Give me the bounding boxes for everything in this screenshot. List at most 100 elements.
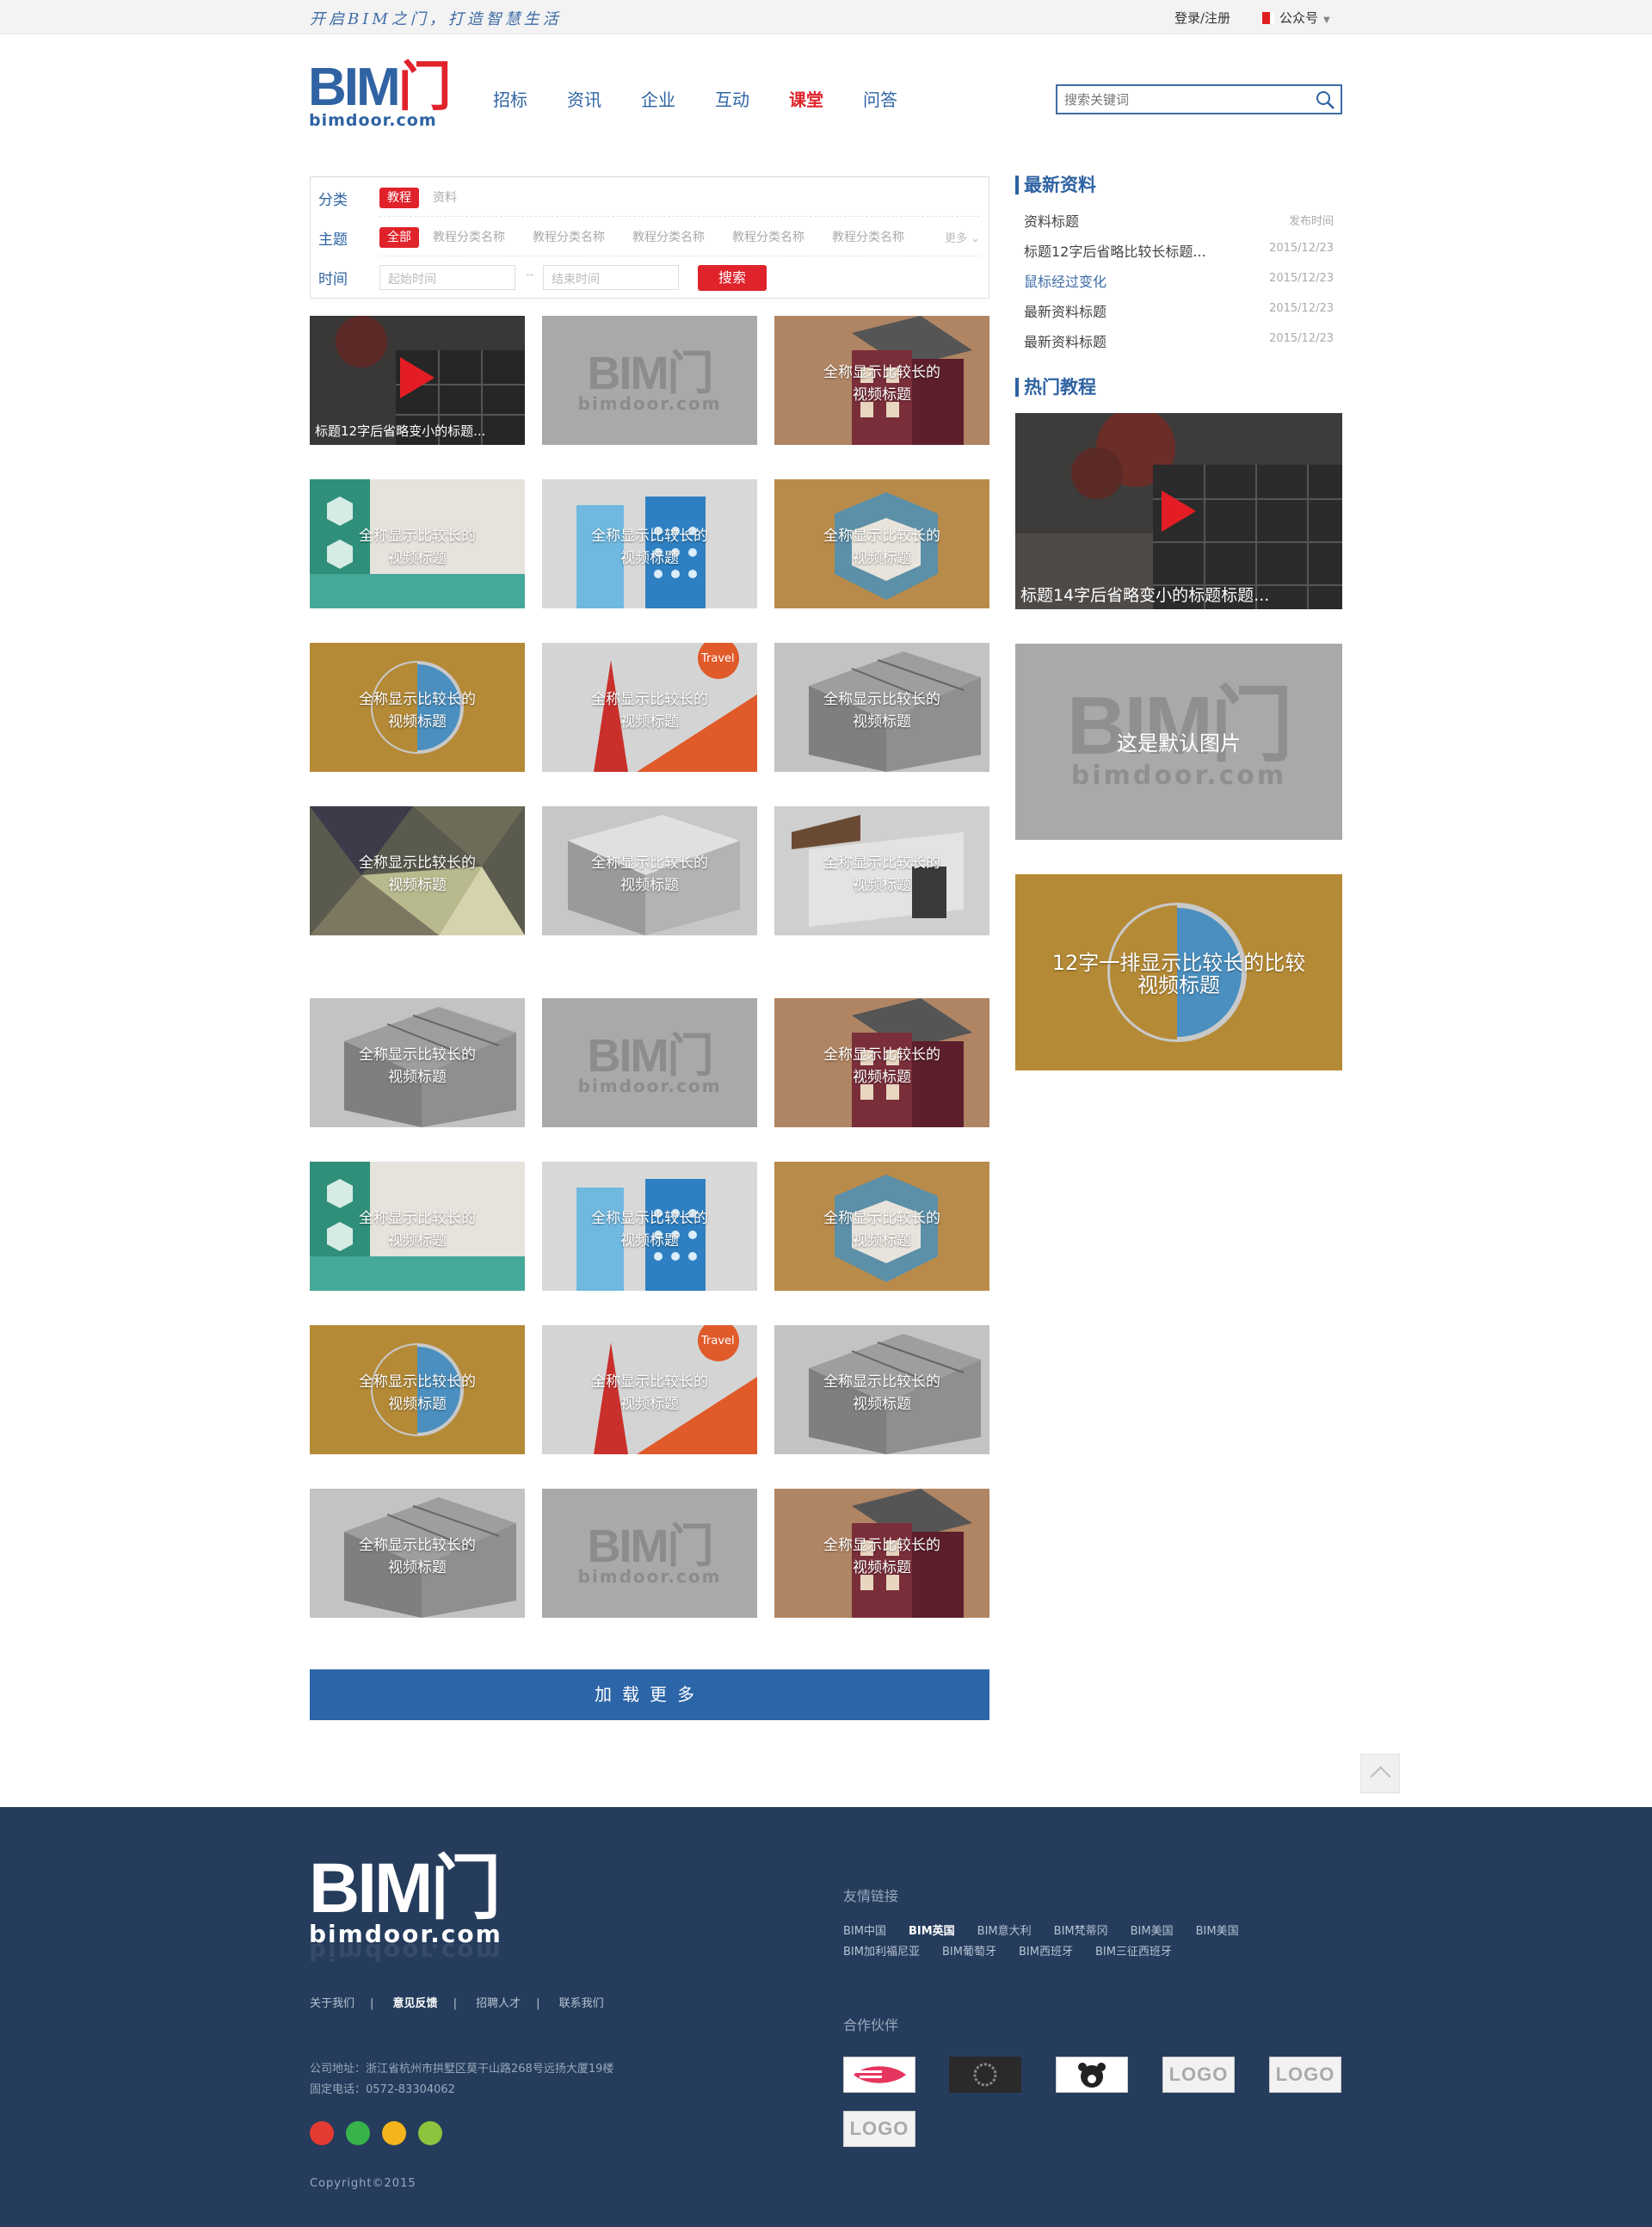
search-icon[interactable] (1315, 89, 1335, 110)
latest-item-date: 2015/12/23 (1269, 272, 1334, 285)
video-tile[interactable]: BIM门 bimdoor.com (542, 998, 757, 1127)
nav-item[interactable]: 招标 (493, 89, 527, 110)
video-tile[interactable]: 全称显示比较长的 视频标题 (774, 479, 989, 608)
video-tile[interactable]: 全称显示比较长的 视频标题 (310, 1489, 525, 1618)
android-icon[interactable] (418, 2121, 442, 2145)
partner-logo[interactable] (949, 2057, 1021, 2093)
video-tile[interactable]: 全称显示比较长的 视频标题 (774, 998, 989, 1127)
play-icon[interactable] (1162, 490, 1196, 532)
nav-item-active[interactable]: 课堂 (789, 89, 823, 110)
filter-tag[interactable]: 教程分类名称 (533, 231, 605, 244)
filter-tag[interactable]: 资料 (433, 191, 457, 205)
thumbnail-image (774, 1325, 989, 1454)
watermark-logo: BIM门 (1067, 680, 1293, 772)
footer-link-about[interactable]: 关于我们 (310, 1997, 355, 2010)
video-tile[interactable]: 全称显示比较长的 视频标题 (310, 1162, 525, 1291)
video-tile[interactable]: Travel 全称显示比较长的 视频标题 (542, 643, 757, 772)
filter-tag[interactable]: 教程分类名称 (632, 231, 705, 244)
site-logo[interactable]: BIM门 bimdoor.com (308, 61, 452, 132)
friend-link[interactable]: BIM西班牙 (1018, 1946, 1073, 1959)
latest-item-date: 2015/12/23 (1269, 242, 1334, 255)
friend-links-title: 友情链接 (843, 1888, 899, 1904)
video-tile[interactable]: Travel 全称显示比较长的 视频标题 (542, 1325, 757, 1454)
video-tile[interactable]: BIM门 bimdoor.com (542, 1489, 757, 1618)
thumbnail-image (774, 643, 989, 772)
latest-item[interactable]: 鼠标经过变化 2015/12/23 (1024, 267, 1334, 297)
friend-link[interactable]: BIM加利福尼亚 (843, 1946, 920, 1959)
filter-tag-active[interactable]: 教程 (379, 188, 419, 208)
video-tile[interactable]: 全称显示比较长的 视频标题 (310, 479, 525, 608)
footer-logo[interactable]: BIM门 bimdoor.com bimdoor.com (309, 1849, 502, 1967)
video-title: 全称显示比较长的 视频标题 (823, 1210, 940, 1249)
thumbnail-image (774, 316, 989, 445)
nav-item[interactable]: 资讯 (567, 89, 601, 110)
partner-logo[interactable]: LOGO (843, 2111, 915, 2147)
video-tile[interactable]: 全称显示比较长的 视频标题 (542, 479, 757, 608)
filter-tag-active[interactable]: 全部 (379, 227, 419, 248)
watermark-domain: bimdoor.com (577, 1566, 722, 1587)
latest-item[interactable]: 最新资料标题 2015/12/23 (1024, 327, 1334, 357)
weibo-icon[interactable] (310, 2121, 334, 2145)
video-tile[interactable]: 全称显示比较长的 视频标题 (774, 316, 989, 445)
video-tile[interactable]: BIM门 bimdoor.com (542, 316, 757, 445)
nav-item[interactable]: 问答 (863, 89, 897, 110)
hot-video-card[interactable]: 标题14字后省略变小的标题标题... (1015, 413, 1342, 609)
filter-label: 分类 (318, 192, 348, 209)
friend-link[interactable]: BIM中国 (843, 1925, 886, 1938)
wechat-icon (1262, 12, 1274, 24)
video-tile[interactable]: 全称显示比较长的 视频标题 (774, 1162, 989, 1291)
more-toggle[interactable]: 更多 ⌄ (945, 229, 980, 245)
video-tile[interactable]: 全称显示比较长的 视频标题 (542, 1162, 757, 1291)
friend-link[interactable]: BIM梵蒂冈 (1053, 1925, 1108, 1938)
video-tile[interactable]: 全称显示比较长的 视频标题 (542, 806, 757, 935)
friend-link[interactable]: BIM美国 (1130, 1925, 1174, 1938)
end-date-input[interactable]: 结束时间 (543, 265, 679, 290)
video-tile[interactable]: 全称显示比较长的 视频标题 (774, 1489, 989, 1618)
footer-logo-reflection: bimdoor.com (309, 1938, 502, 1966)
video-title: 全称显示比较长的 视频标题 (591, 527, 708, 567)
thumbnail-image (310, 806, 525, 935)
video-tile[interactable]: 全称显示比较长的 视频标题 (310, 643, 525, 772)
thumbnail-image (310, 1162, 525, 1291)
load-more-button[interactable]: 加载更多 (310, 1669, 989, 1720)
friend-link[interactable]: BIM葡萄牙 (941, 1946, 996, 1959)
wechat-icon[interactable] (346, 2121, 370, 2145)
friend-link[interactable]: BIM三征西班牙 (1094, 1946, 1172, 1959)
footer-link-contact[interactable]: 联系我们 (558, 1997, 604, 2010)
filter-tag[interactable]: 教程分类名称 (832, 231, 904, 244)
friend-link[interactable]: BIM意大利 (977, 1925, 1032, 1938)
friend-link[interactable]: BIM美国 (1195, 1925, 1239, 1938)
filter-tag[interactable]: 教程分类名称 (732, 231, 804, 244)
nav-item[interactable]: 企业 (641, 89, 675, 110)
thumbnail-image (774, 998, 989, 1127)
partner-logo[interactable]: LOGO (1162, 2057, 1235, 2093)
friend-link[interactable]: BIM英国 (908, 1925, 955, 1938)
latest-item[interactable]: 标题12字后省略比较长标题... 2015/12/23 (1024, 237, 1334, 267)
latest-item[interactable]: 最新资料标题 2015/12/23 (1024, 297, 1334, 327)
partner-logo[interactable]: LOGO (1269, 2057, 1341, 2093)
apple-icon[interactable] (382, 2121, 406, 2145)
wechat-dropdown[interactable]: 公众号 ▼ (1262, 9, 1330, 27)
video-tile[interactable]: 标题12字后省略变小的标题... (310, 316, 525, 445)
video-tile[interactable]: 全称显示比较长的 视频标题 (310, 1325, 525, 1454)
back-to-top-button[interactable] (1360, 1754, 1400, 1793)
hot-default-card[interactable]: BIM门 bimdoor.com 这是默认图片 (1015, 644, 1342, 840)
partner-logo[interactable] (843, 2057, 915, 2093)
video-tile[interactable]: 全称显示比较长的 视频标题 (774, 1325, 989, 1454)
nav-item[interactable]: 互动 (715, 89, 749, 110)
top-bar: 开启BIM之门，打造智慧生活 登录/注册 公众号 ▼ (0, 0, 1652, 34)
play-icon[interactable] (400, 357, 435, 398)
video-tile[interactable]: 全称显示比较长的 视频标题 (774, 806, 989, 935)
footer-link-jobs[interactable]: 招聘人才 (476, 1997, 521, 2010)
partner-logo[interactable] (1056, 2057, 1128, 2093)
start-date-input[interactable]: 起始时间 (379, 265, 515, 290)
video-tile[interactable]: 全称显示比较长的 视频标题 (310, 998, 525, 1127)
hot-yellow-card[interactable]: 12字一排显示比较长的比较 视频标题 (1015, 874, 1342, 1070)
video-tile[interactable]: 全称显示比较长的 视频标题 (774, 643, 989, 772)
filter-search-button[interactable]: 搜索 (698, 265, 767, 291)
filter-tag[interactable]: 教程分类名称 (433, 231, 505, 244)
login-register-link[interactable]: 登录/注册 (1174, 10, 1231, 26)
footer-link-feedback[interactable]: 意见反馈 (392, 1997, 438, 2010)
search-input[interactable] (1064, 90, 1305, 109)
video-tile[interactable]: 全称显示比较长的 视频标题 (310, 806, 525, 935)
